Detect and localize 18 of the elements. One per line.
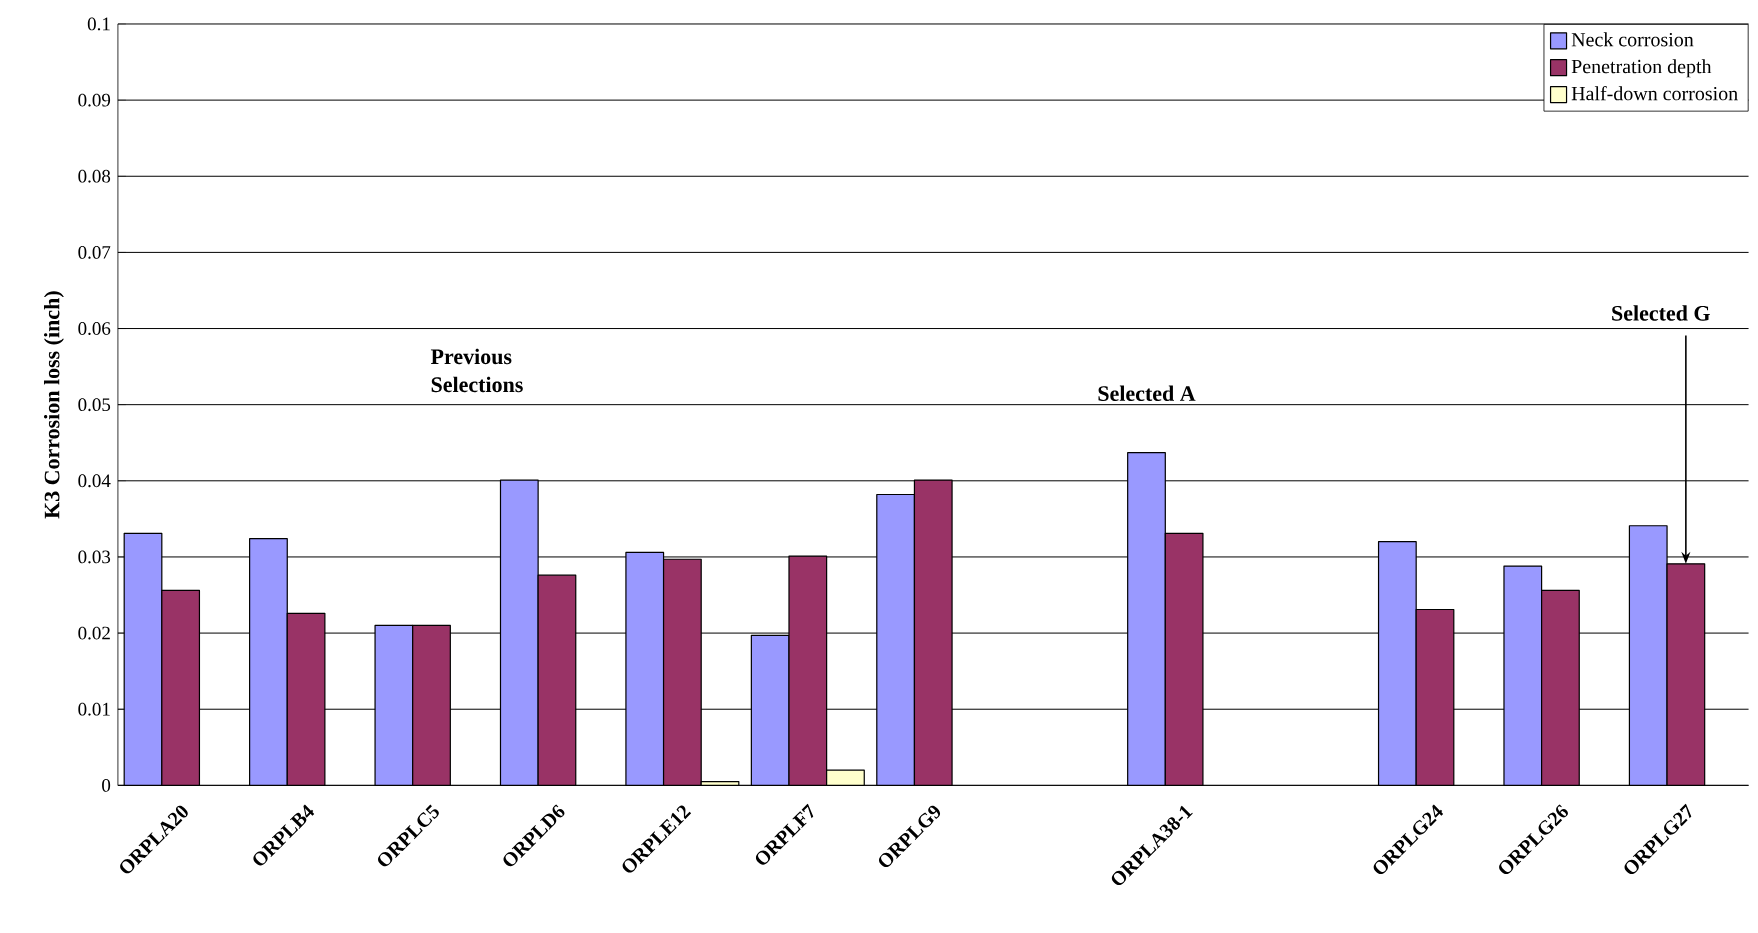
y-tick-label: 0.03 (78, 550, 111, 564)
annotation: Selected G (1612, 305, 1710, 321)
y-tick-label: 0.08 (78, 169, 111, 183)
y-axis-title: K3 Corrosion loss (inch) (44, 291, 64, 519)
annotation: Previous Selections (430, 348, 523, 393)
y-tick-label: 0.02 (78, 626, 110, 640)
annotation: Selected A (1098, 385, 1196, 401)
y-tick-label: 0.1 (87, 17, 110, 31)
y-tick-label: 0 (102, 778, 111, 792)
y-tick-label: 0.01 (78, 702, 110, 716)
y-tick-label: 0.09 (78, 93, 111, 107)
legend-label: Penetration depth (1571, 59, 1712, 78)
y-tick-label: 0.04 (78, 474, 111, 488)
y-tick-label: 0.07 (78, 245, 111, 259)
y-tick-label: 0.05 (78, 398, 111, 412)
y-tick-label: 0.06 (78, 321, 111, 335)
legend-label: Neck corrosion (1571, 32, 1694, 47)
legend-label: Half-down corrosion (1571, 85, 1738, 101)
